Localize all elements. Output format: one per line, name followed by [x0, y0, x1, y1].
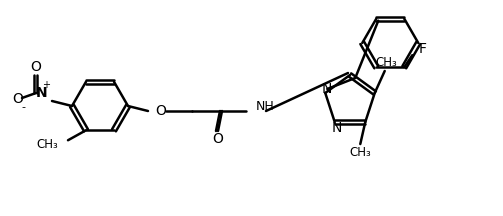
Text: F: F — [418, 42, 426, 56]
Text: O: O — [155, 104, 166, 118]
Text: +: + — [42, 80, 50, 90]
Text: CH₃: CH₃ — [350, 146, 371, 159]
Text: CH₃: CH₃ — [376, 56, 397, 70]
Text: O: O — [213, 132, 223, 146]
Text: N: N — [331, 121, 342, 135]
Text: N: N — [322, 82, 332, 96]
Text: -: - — [21, 102, 25, 112]
Text: O: O — [31, 60, 41, 74]
Text: NH: NH — [256, 100, 275, 113]
Text: CH₃: CH₃ — [36, 138, 58, 151]
Text: N: N — [36, 86, 48, 100]
Text: O: O — [13, 92, 24, 106]
